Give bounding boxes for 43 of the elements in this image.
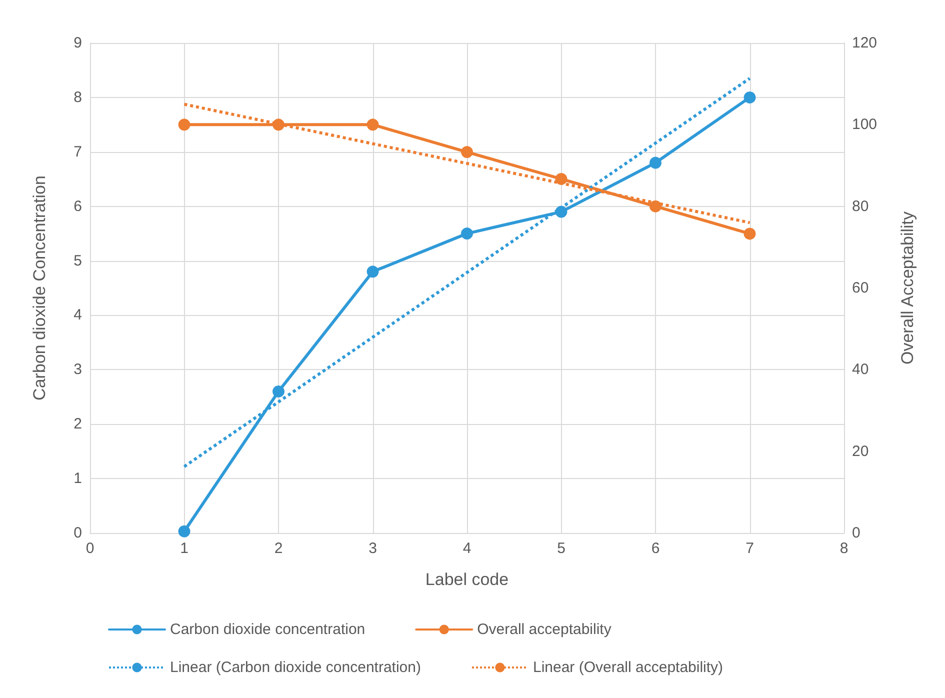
y2-tick-label: 60 — [852, 280, 869, 296]
y2-tick-label: 40 — [852, 361, 869, 378]
legend-label: Overall acceptability — [477, 621, 612, 638]
point — [272, 385, 284, 398]
x-tick-label: 4 — [462, 540, 472, 557]
y-tick-label: 3 — [74, 361, 82, 378]
y2-tick-label: 0 — [852, 524, 860, 542]
point — [744, 91, 756, 104]
y-tick-label: 7 — [74, 143, 82, 160]
x-tick-label: 3 — [368, 540, 377, 557]
y2-tick-label: 20 — [852, 442, 869, 460]
y-tick-label: 2 — [74, 416, 82, 433]
y-tick-label: 5 — [74, 252, 82, 270]
x-tick-label: 8 — [840, 540, 848, 557]
y-tick-label: 9 — [74, 34, 82, 52]
x-tick-label: 5 — [557, 540, 566, 557]
y-tick-label: 4 — [74, 306, 82, 324]
point — [744, 228, 756, 240]
y2-tick-label: 80 — [852, 198, 869, 215]
point — [366, 118, 379, 131]
y2-tick-label: 100 — [852, 116, 878, 134]
x-tick-label: 2 — [274, 540, 283, 557]
y2-axis-title: Overall Acceptability — [898, 210, 917, 365]
y-tick-label: 6 — [74, 198, 82, 215]
x-tick-label: 0 — [86, 540, 94, 557]
x-tick-label: 6 — [651, 540, 660, 557]
y-tick-label: 1 — [74, 470, 82, 488]
legend-label: Carbon dioxide concentration — [170, 621, 366, 638]
point — [461, 228, 473, 240]
legend-label: Linear (Carbon dioxide concentration) — [170, 659, 421, 676]
point — [178, 525, 190, 538]
x-tick-label: 1 — [180, 540, 188, 557]
y2-tick-label: 120 — [852, 34, 878, 52]
point — [366, 266, 379, 278]
point — [178, 118, 190, 131]
x-axis-title: Label code — [425, 570, 509, 589]
y-axis-title: Carbon dioxide Concentration — [30, 176, 49, 400]
y-tick-label: 0 — [74, 524, 82, 542]
point — [461, 146, 473, 158]
x-tick-label: 7 — [746, 540, 754, 557]
point — [650, 156, 662, 169]
y-tick-label: 8 — [74, 88, 82, 106]
legend-label: Linear (Overall acceptability) — [532, 659, 724, 676]
